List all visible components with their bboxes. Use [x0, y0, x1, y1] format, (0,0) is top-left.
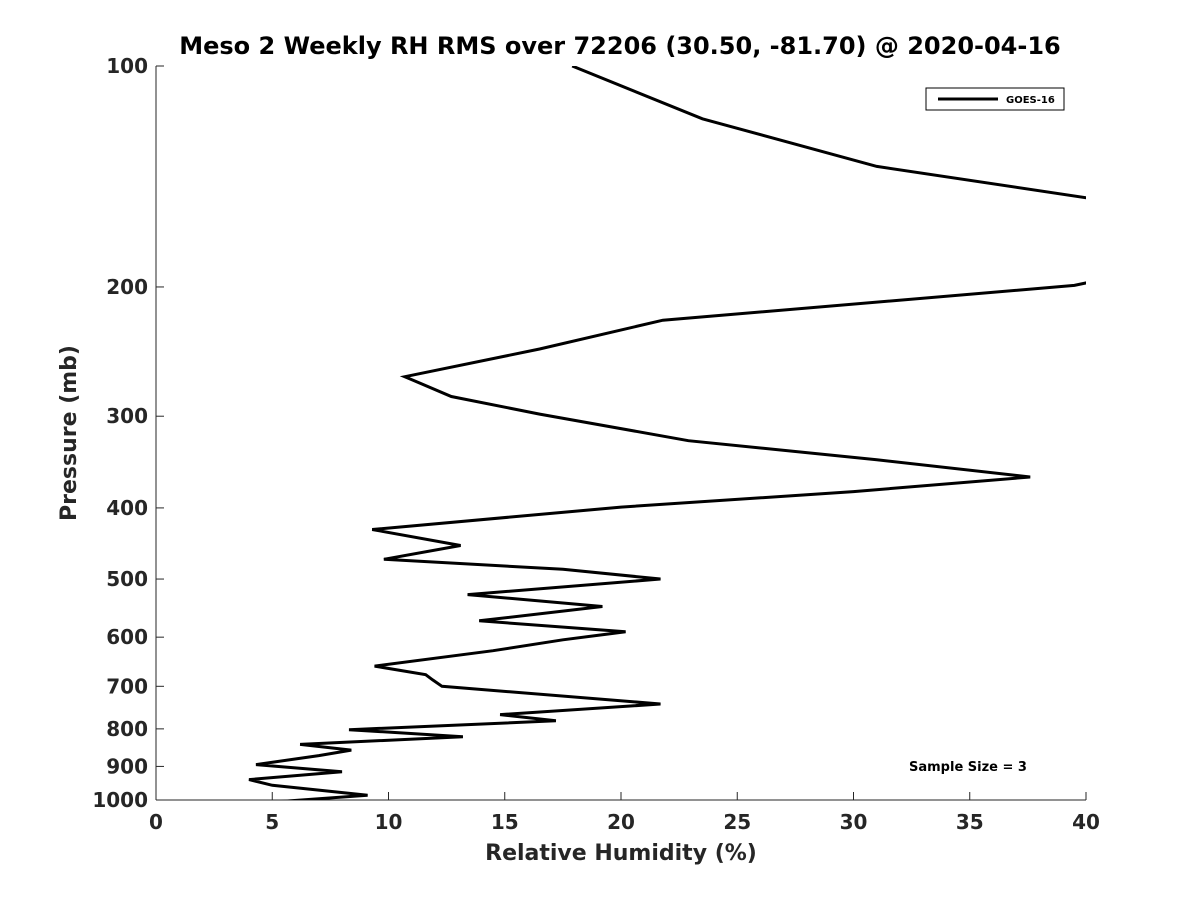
y-tick-label: 200 — [106, 275, 148, 299]
plot-area: 0 5 10 15 20 25 30 35 40 100 200 300 400 500 600 700 80… — [92, 54, 1100, 834]
legend: GOES-16 — [925, 87, 1065, 111]
y-tick-label: 800 — [106, 717, 148, 741]
series-group — [248, 66, 1086, 800]
x-tick-label: 10 — [375, 810, 403, 834]
sample-size-annotation: Sample Size = 3 — [909, 760, 1027, 775]
x-tick-label: 30 — [840, 810, 868, 834]
legend-label-goes-16: GOES-16 — [1006, 95, 1055, 106]
x-axis-ticks: 0 5 10 15 20 25 30 35 40 — [149, 792, 1100, 834]
chart-title: Meso 2 Weekly RH RMS over 72206 (30.50, … — [179, 32, 1061, 60]
y-tick-label: 400 — [106, 496, 148, 520]
x-tick-label: 25 — [723, 810, 751, 834]
x-tick-label: 35 — [956, 810, 984, 834]
x-tick-label: 15 — [491, 810, 519, 834]
y-tick-label: 900 — [106, 754, 148, 778]
y-tick-label: 700 — [106, 674, 148, 698]
x-tick-label: 20 — [607, 810, 635, 834]
x-axis-label: Relative Humidity (%) — [485, 841, 757, 866]
y-tick-label: 500 — [106, 567, 148, 591]
y-tick-label: 300 — [106, 404, 148, 428]
series-line-goes-16 — [248, 66, 1086, 800]
y-axis-ticks: 100 200 300 400 500 600 700 800 900 1000 — [92, 54, 164, 812]
y-axis-label: Pressure (mb) — [57, 345, 82, 521]
x-tick-label: 40 — [1072, 810, 1100, 834]
y-tick-label: 100 — [106, 54, 148, 78]
y-tick-label: 1000 — [92, 788, 148, 812]
x-tick-label: 0 — [149, 810, 163, 834]
x-tick-label: 5 — [265, 810, 279, 834]
y-tick-label: 600 — [106, 625, 148, 649]
